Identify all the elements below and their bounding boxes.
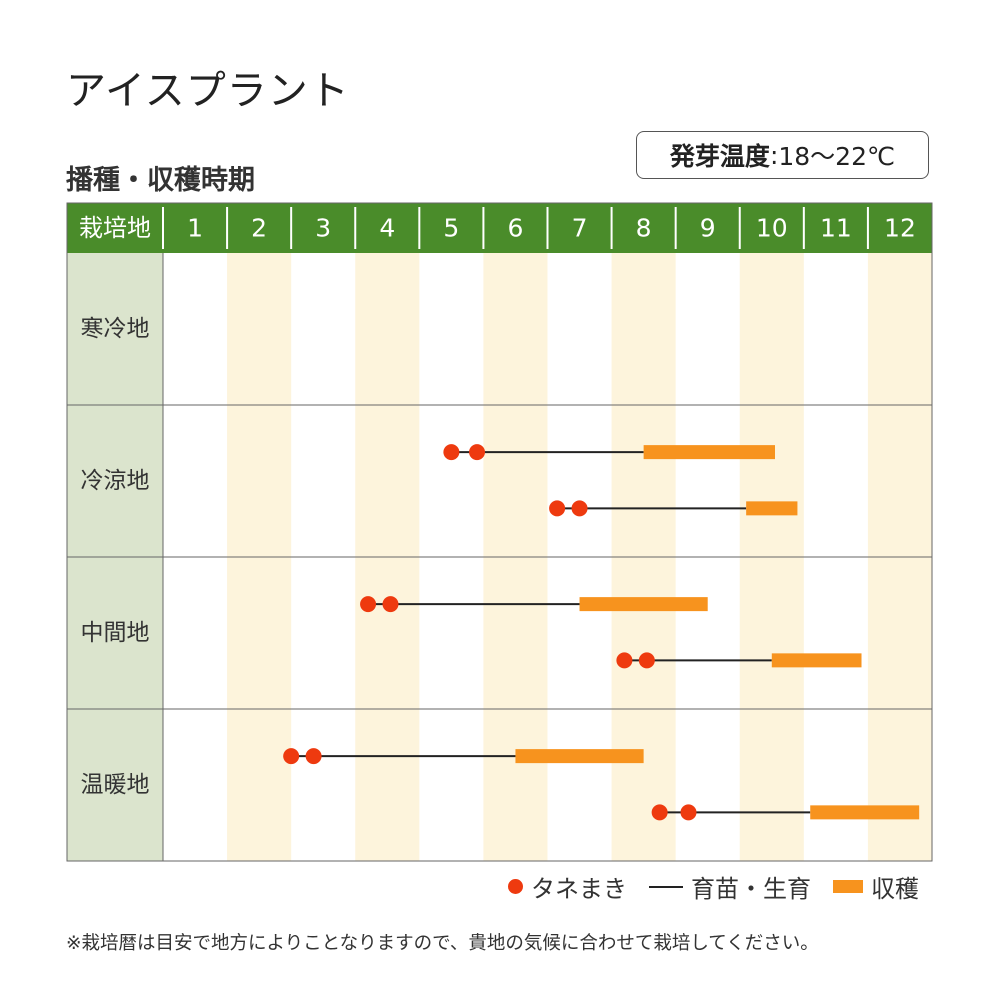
legend-item-sow: タネまき — [508, 869, 627, 904]
legend-item-harvest: 収穫 — [833, 869, 919, 904]
region-4-row-2-sow-dot-1 — [651, 804, 668, 821]
region-3-row-2-sow-dot-2 — [638, 652, 655, 669]
month-tick-2: 2 — [251, 214, 267, 243]
germination-temp-value: 18〜22℃ — [778, 142, 896, 171]
legend-sow-label: タネまき — [531, 875, 627, 903]
region-4-row-1-harvest-bar — [515, 749, 644, 764]
region-label-1: 寒冷地 — [81, 316, 150, 342]
month-tick-3: 3 — [315, 214, 331, 243]
month-tick-7: 7 — [572, 214, 588, 243]
legend-harvest-label: 収穫 — [871, 875, 919, 903]
region-2-row-2-sow-dot-1 — [549, 500, 566, 517]
region-4-row-2-sow-dot-2 — [680, 804, 697, 821]
chart-title: 播種・収穫時期 — [66, 165, 255, 196]
legend-grow-marker — [649, 885, 683, 888]
region-2-row-2-sow-dot-2 — [571, 500, 588, 517]
month-tick-5: 5 — [443, 214, 459, 243]
region-3-row-1-sow-dot-1 — [360, 596, 377, 613]
region-3-row-2-harvest-bar — [771, 653, 862, 668]
month-tick-12: 12 — [884, 214, 916, 243]
month-tick-10: 10 — [756, 214, 788, 243]
month-tick-9: 9 — [700, 214, 716, 243]
month-tick-4: 4 — [379, 214, 395, 243]
region-label-2: 冷涼地 — [81, 468, 150, 494]
region-2-row-2-harvest-bar — [746, 501, 798, 516]
germination-temp-sep: : — [769, 140, 779, 170]
legend-grow-label: 育苗・生育 — [691, 875, 811, 903]
legend-sow-marker — [508, 879, 523, 894]
month-tick-1: 1 — [187, 214, 203, 243]
chart-header-bar — [67, 203, 932, 253]
region-2-row-1-sow-dot-1 — [443, 444, 460, 461]
region-label-3: 中間地 — [81, 620, 150, 646]
region-3-row-2-sow-dot-1 — [616, 652, 633, 669]
month-tick-8: 8 — [636, 214, 652, 243]
footnote: ※栽培暦は目安で地方によりことなりますので、貴地の気候に合わせて栽培してください… — [66, 933, 819, 954]
germination-temp-box: 発芽温度:18〜22℃ — [636, 131, 929, 179]
region-2-row-1-harvest-bar — [643, 445, 775, 460]
region-label-4: 温暖地 — [81, 772, 150, 798]
chart-outer-border — [66, 202, 933, 862]
germination-temp-label: 発芽温度 — [669, 142, 770, 171]
region-4-row-1-sow-dot-1 — [283, 748, 300, 765]
region-3-row-1-harvest-bar — [579, 597, 708, 612]
legend-harvest-marker — [833, 880, 863, 893]
region-4-row-1-sow-dot-2 — [305, 748, 322, 765]
page-title: アイスプラント — [66, 68, 350, 114]
legend-item-grow: 育苗・生育 — [649, 869, 811, 904]
header-label-region: 栽培地 — [79, 214, 151, 242]
month-tick-11: 11 — [820, 214, 852, 243]
legend: タネまき 育苗・生育 収穫 — [508, 869, 919, 904]
region-3-row-1-sow-dot-2 — [382, 596, 399, 613]
month-tick-6: 6 — [508, 214, 524, 243]
region-4-row-2-harvest-bar — [810, 805, 920, 820]
region-2-row-1-sow-dot-2 — [469, 444, 486, 461]
